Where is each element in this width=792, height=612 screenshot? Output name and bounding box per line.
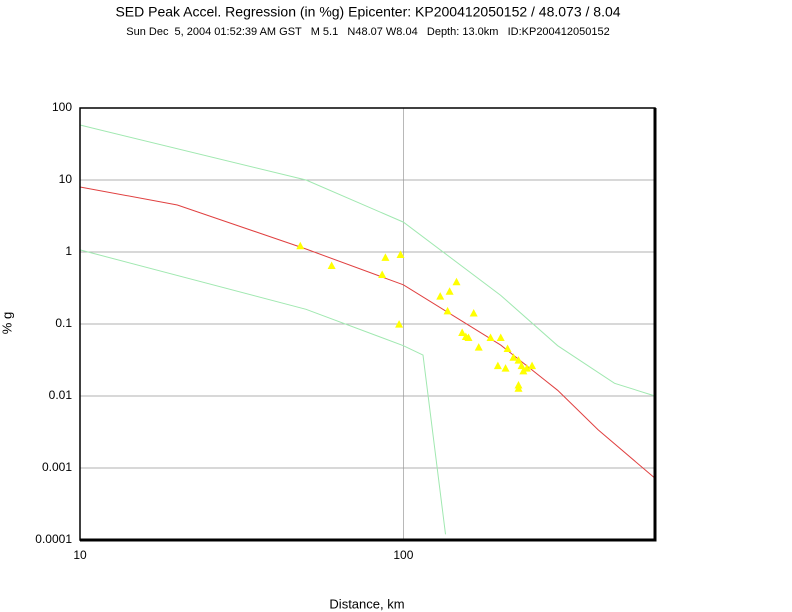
data-point bbox=[496, 333, 505, 341]
y-tick-label: 100 bbox=[52, 100, 72, 114]
curve bbox=[79, 124, 656, 397]
data-point bbox=[474, 343, 483, 351]
data-point bbox=[469, 308, 478, 317]
data-point bbox=[436, 292, 445, 300]
y-tick-label: 1 bbox=[65, 244, 72, 258]
y-tick-label: 0.01 bbox=[49, 388, 73, 402]
curve bbox=[79, 186, 656, 479]
data-point bbox=[464, 333, 473, 341]
data-point bbox=[443, 306, 452, 315]
data-point bbox=[296, 241, 305, 250]
data-point bbox=[327, 261, 336, 269]
data-point bbox=[486, 333, 495, 341]
data-point bbox=[396, 250, 405, 258]
chart-subtitle: Sun Dec 5, 2004 01:52:39 AM GST M 5.1 N4… bbox=[126, 26, 609, 38]
data-point bbox=[381, 253, 390, 261]
data-point bbox=[519, 366, 528, 375]
chart-title: SED Peak Accel. Regression (in %g) Epice… bbox=[115, 4, 620, 20]
data-point bbox=[503, 344, 512, 352]
plot-frame-edge bbox=[80, 108, 657, 542]
curve bbox=[79, 249, 447, 535]
x-tick-label: 10 bbox=[73, 548, 87, 562]
data-point bbox=[458, 328, 467, 336]
x-axis-label: Distance, km bbox=[329, 596, 404, 611]
x-tick-label: 100 bbox=[393, 548, 413, 562]
y-tick-label: 0.0001 bbox=[35, 532, 72, 546]
data-point bbox=[395, 320, 404, 328]
data-point bbox=[501, 364, 510, 372]
data-point bbox=[514, 356, 523, 364]
y-axis-label: % g bbox=[0, 312, 14, 334]
data-point bbox=[514, 380, 523, 389]
data-point bbox=[378, 270, 387, 278]
data-point bbox=[493, 361, 502, 370]
data-point bbox=[445, 287, 454, 295]
y-tick-label: 0.1 bbox=[55, 316, 72, 330]
y-tick-label: 10 bbox=[59, 172, 73, 186]
y-tick-label: 0.001 bbox=[42, 460, 72, 474]
data-point bbox=[528, 361, 537, 370]
data-point bbox=[452, 277, 461, 286]
data-point bbox=[509, 353, 518, 361]
